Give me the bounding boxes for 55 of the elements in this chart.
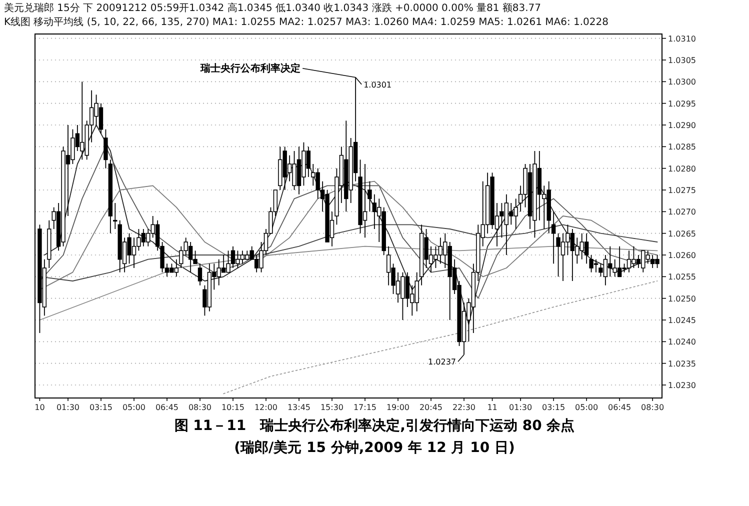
text: K线图 移动平均线 (5, 10, 22, 66, 135, 270) MA1: 1.0255 MA2: 1.0257 MA3: 1.0260 MA4: 1.0259 MA5: 1.0261 MA6: 1.0228 (4, 16, 609, 28)
annotation: 1.0237 (428, 358, 456, 367)
x-tick-label: 05:00 (575, 403, 598, 412)
y-tick-label: 1.0250 (668, 294, 696, 304)
y-tick-label: 1.0280 (668, 164, 696, 174)
y-tick-label: 1.0245 (668, 316, 696, 325)
y-tick-label: 1.0235 (668, 359, 696, 368)
line-series (39, 224, 658, 282)
y-tick-label: 1.0305 (668, 56, 696, 65)
candlestick (104, 128, 108, 169)
x-tick-label: 19:00 (386, 403, 410, 412)
y-tick-label: 1.0270 (668, 208, 696, 217)
x-tick-label: 10:15 (221, 403, 245, 412)
y-tick-label: 1.0285 (668, 142, 696, 152)
x-tick-label: 03:15 (89, 403, 113, 412)
x-tick-label: 01:30 (56, 403, 80, 412)
x-tick-label: 13:45 (287, 403, 311, 412)
x-tick-label: 11 (487, 403, 498, 412)
x-tick-label: 17:15 (353, 403, 377, 412)
y-tick-label: 1.0255 (668, 272, 696, 282)
candlestick (368, 180, 372, 212)
candlestick (584, 232, 589, 264)
x-tick-label: 08:30 (641, 403, 664, 412)
x-tick-label: 03:15 (542, 403, 566, 412)
candlestick (372, 194, 377, 230)
y-tick-label: 1.0265 (668, 229, 696, 238)
candlestick (198, 263, 202, 286)
x-tick-label: 06:45 (608, 403, 632, 412)
candlestick (551, 211, 556, 264)
y-tick-label: 1.0310 (668, 34, 696, 44)
text: (瑞郎/美元 15 分钟,2009 年 12 月 10 日) (234, 439, 515, 456)
y-tick-label: 1.0275 (668, 186, 696, 195)
x-tick-label: 22:30 (452, 403, 476, 412)
x-tick-label: 12:00 (254, 403, 278, 412)
x-tick-label: 01:30 (509, 403, 532, 412)
candlestick (113, 202, 118, 230)
annotation: 瑞士央行公布利率决定 (200, 62, 301, 74)
x-tick-label: 05:00 (122, 403, 146, 412)
x-tick-label: 06:45 (155, 403, 179, 412)
y-tick-label: 1.0290 (668, 121, 696, 130)
text: 美元兑瑞郎 15分 下 20091212 05:59开1.0342 高1.0345 低1.0340 收1.0343 涨跌 +0.0000 0.00% 量81 额83.77 (4, 2, 542, 14)
line-series (223, 280, 658, 394)
x-tick-label: 15:30 (320, 403, 344, 412)
y-tick-label: 1.0240 (668, 338, 696, 347)
y-tick-label: 1.0230 (668, 381, 696, 390)
line-series (39, 246, 658, 320)
x-tick-label: 08:30 (188, 403, 212, 412)
annotation: 1.0301 (364, 80, 392, 90)
x-tick-label: 20:45 (419, 403, 443, 412)
y-tick-label: 1.0300 (668, 78, 696, 87)
x-tick-label: 10 (34, 403, 45, 412)
line-series (39, 180, 658, 290)
y-tick-label: 1.0260 (668, 251, 696, 260)
text: 图 11－11 瑞士央行公布利率决定,引发行情向下运动 80 余点 (174, 417, 575, 434)
y-tick-label: 1.0295 (668, 99, 696, 108)
